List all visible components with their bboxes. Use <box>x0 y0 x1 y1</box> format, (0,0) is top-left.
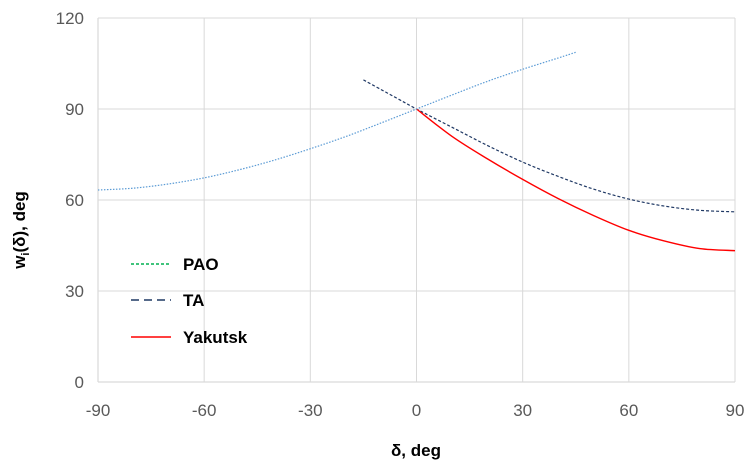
legend-label-yakutsk: Yakutsk <box>183 328 248 347</box>
series-line-yakutsk <box>416 108 736 252</box>
y-tick-label: 60 <box>65 191 84 210</box>
y-axis-title-main: w <box>10 255 29 270</box>
series-line-unnamed-3 <box>97 51 576 191</box>
y-tick-label: 0 <box>75 373 84 392</box>
series-line-ta <box>363 79 736 213</box>
y-tick-label: 90 <box>65 100 84 119</box>
tick-labels: 0 30 60 90 120 -90 -60 -30 0 30 60 90 <box>56 9 745 420</box>
y-tick-label: 30 <box>65 282 84 301</box>
x-tick-label: 0 <box>412 401 421 420</box>
legend-label-pao: PAO <box>183 255 219 274</box>
x-tick-label: -90 <box>86 401 111 420</box>
y-axis-title-sub: i <box>20 253 32 256</box>
y-axis-title: wi(δ), deg <box>10 191 32 270</box>
y-axis-title-rest: (δ), deg <box>10 191 29 252</box>
x-tick-label: -30 <box>298 401 323 420</box>
x-tick-label: 90 <box>726 401 745 420</box>
x-tick-label: 60 <box>619 401 638 420</box>
y-tick-label: 120 <box>56 9 84 28</box>
legend: PAO TA Yakutsk <box>131 255 248 347</box>
axes <box>97 18 735 383</box>
x-tick-label: 30 <box>513 401 532 420</box>
x-tick-label: -60 <box>192 401 217 420</box>
legend-label-ta: TA <box>183 291 204 310</box>
series-layer <box>97 51 736 252</box>
x-axis-title: δ, deg <box>391 441 441 460</box>
